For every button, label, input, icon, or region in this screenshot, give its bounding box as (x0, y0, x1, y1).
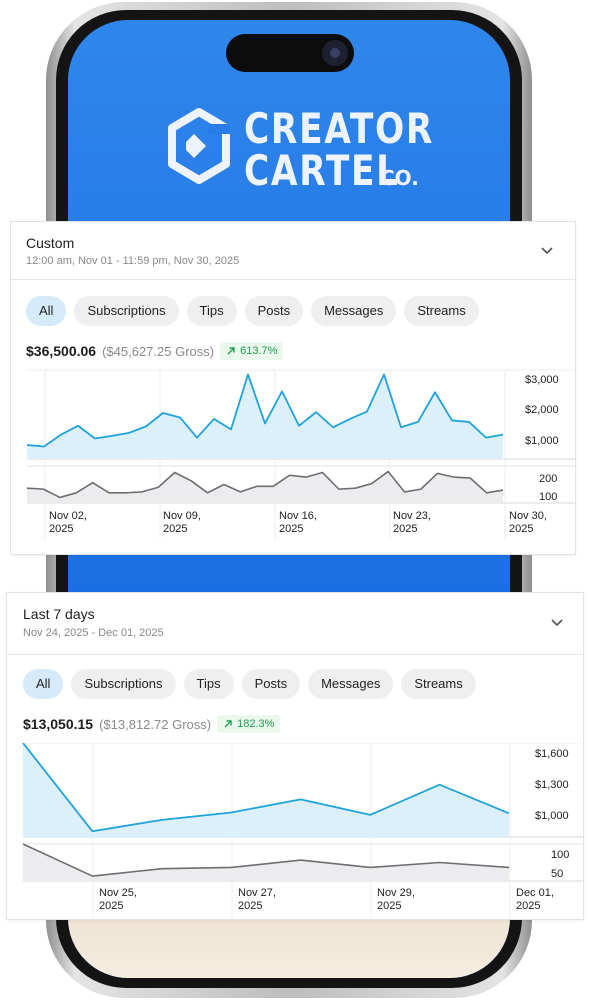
change-badge: 613.7% (220, 342, 284, 360)
x-tick-label: Dec 01, 2025 (516, 887, 554, 912)
x-tick-label: Nov 29, 2025 (377, 887, 415, 912)
arrow-up-right-icon (224, 720, 232, 728)
tab-messages[interactable]: Messages (308, 669, 394, 699)
camera-icon (322, 40, 348, 66)
date-range-subtitle: Nov 24, 2025 - Dec 01, 2025 (23, 627, 164, 639)
y-tick-label: $2,000 (525, 404, 559, 416)
net-earnings: $13,050.15 (23, 716, 94, 732)
earnings-line (22, 743, 510, 833)
earnings-summary: $13,050.15 ($13,812.72 Gross) 182.3% (23, 715, 281, 733)
date-range-selector[interactable]: Custom 12:00 am, Nov 01 - 11:59 pm, Nov … (11, 222, 575, 280)
earnings-chart-custom: $3,000 $2,000 $1,000 200 100 Nov 02, 2025 Nov 0… (26, 369, 575, 539)
creator-cartel-logo-icon (168, 108, 230, 184)
change-percent: 182.3% (237, 718, 275, 730)
arrow-up-right-icon (227, 347, 235, 355)
x-tick-label: Nov 23, 2025 (393, 510, 431, 535)
x-tick-label: Nov 09, 2025 (163, 510, 201, 535)
earnings-line (26, 373, 504, 448)
tab-subscriptions[interactable]: Subscriptions (71, 669, 176, 699)
brand-line-2: CARTEL (244, 146, 400, 195)
earnings-area (27, 374, 503, 459)
tab-tips[interactable]: Tips (183, 669, 234, 699)
earnings-card-custom: Custom 12:00 am, Nov 01 - 11:59 pm, Nov … (10, 221, 576, 555)
date-range-selector[interactable]: Last 7 days Nov 24, 2025 - Dec 01, 2025 (7, 593, 583, 655)
y-tick-label: $1,000 (525, 435, 559, 447)
y-tick-label-secondary: 100 (539, 491, 557, 503)
count-line (26, 470, 504, 499)
count-area (23, 844, 509, 881)
gross-earnings: ($45,627.25 Gross) (102, 343, 215, 359)
chevron-down-icon[interactable] (549, 615, 565, 631)
y-tick-label: $1,600 (535, 748, 569, 760)
tab-streams[interactable]: Streams (404, 296, 479, 326)
tab-tips[interactable]: Tips (186, 296, 237, 326)
brand-suffix: CO. (380, 166, 419, 190)
screen-bottom-wallpaper (68, 918, 510, 978)
count-area (27, 471, 503, 503)
y-tick-label-secondary: 100 (551, 849, 569, 861)
tab-posts[interactable]: Posts (244, 296, 304, 326)
x-tick-label: Nov 25, 2025 (99, 887, 137, 912)
change-badge: 182.3% (217, 715, 281, 733)
tab-all[interactable]: All (23, 669, 64, 699)
earnings-summary: $36,500.06 ($45,627.25 Gross) 613.7% (26, 342, 284, 360)
tab-streams[interactable]: Streams (401, 669, 476, 699)
x-tick-label: Nov 27, 2025 (238, 887, 276, 912)
category-tabs: All Subscriptions Tips Posts Messages St… (23, 669, 476, 699)
earnings-area (23, 743, 509, 837)
date-range-title: Last 7 days (23, 606, 95, 622)
count-line (22, 843, 510, 877)
x-tick-label: Nov 02, 2025 (49, 510, 87, 535)
date-range-title: Custom (26, 235, 75, 251)
brand-line-1: CREATOR (244, 104, 435, 153)
x-tick-label: Nov 30, 2025 (509, 510, 547, 535)
date-range-subtitle: 12:00 am, Nov 01 - 11:59 pm, Nov 30, 202… (26, 255, 240, 267)
tab-all[interactable]: All (26, 296, 67, 326)
y-tick-label-secondary: 200 (539, 473, 557, 485)
change-percent: 613.7% (240, 345, 278, 357)
category-tabs: All Subscriptions Tips Posts Messages St… (26, 296, 479, 326)
x-tick-label: Nov 16, 2025 (279, 510, 317, 535)
y-tick-label: $1,300 (535, 779, 569, 791)
tab-subscriptions[interactable]: Subscriptions (74, 296, 179, 326)
earnings-chart-last-7-days: $1,600 $1,300 $1,000 100 50 Nov 25, 2025 Nov 27… (22, 743, 583, 919)
tab-posts[interactable]: Posts (241, 669, 301, 699)
earnings-card-last-7-days: Last 7 days Nov 24, 2025 - Dec 01, 2025 … (6, 592, 584, 920)
y-tick-label: $1,000 (535, 810, 569, 822)
y-tick-label: $3,000 (525, 374, 559, 386)
net-earnings: $36,500.06 (26, 343, 97, 359)
chevron-down-icon[interactable] (539, 243, 555, 259)
tab-messages[interactable]: Messages (311, 296, 397, 326)
y-tick-label-secondary: 50 (551, 868, 563, 880)
gross-earnings: ($13,812.72 Gross) (99, 716, 212, 732)
